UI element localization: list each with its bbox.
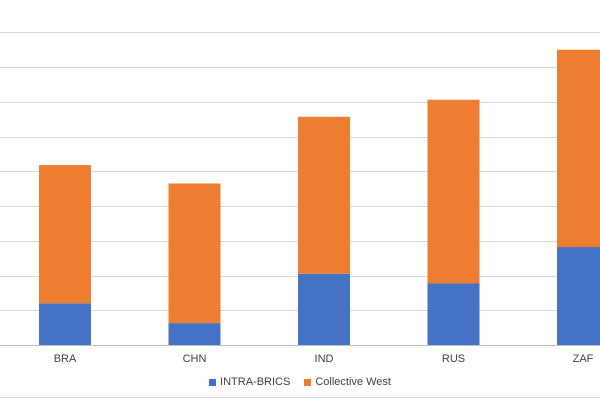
bottom-divider [0, 397, 600, 398]
x-tick-label-zaf: ZAF [573, 353, 594, 365]
bar-rus-collective-west [427, 99, 480, 284]
bar-chn-collective-west [168, 183, 221, 324]
x-tick-label-chn: CHN [183, 353, 207, 365]
x-axis: BRA CHN IND RUS ZAF [0, 345, 600, 365]
bar-zaf-collective-west [557, 49, 600, 248]
bar-bra-intra-brics [39, 303, 91, 345]
legend-swatch-intra-brics [209, 378, 217, 386]
legend-item-intra-brics: INTRA-BRICS [209, 376, 290, 388]
x-tick-label-rus: RUS [442, 353, 465, 365]
bar-chn-intra-brics [168, 323, 221, 345]
legend-label-intra-brics: INTRA-BRICS [220, 376, 291, 388]
bar-ind-collective-west [298, 116, 350, 274]
legend-swatch-collective-west [304, 378, 312, 386]
legend-label-collective-west: Collective West [315, 376, 391, 388]
x-tick-label-bra: BRA [54, 353, 77, 365]
bar-bra-collective-west [39, 165, 91, 304]
legend-item-collective-west: Collective West [304, 376, 391, 388]
legend: INTRA-BRICS Collective West [0, 374, 600, 390]
bar-zaf-intra-brics [557, 247, 600, 345]
x-tick-label-ind: IND [315, 353, 334, 365]
bar-ind-intra-brics [298, 273, 350, 345]
bars [39, 49, 600, 345]
bar-rus-intra-brics [427, 283, 480, 345]
